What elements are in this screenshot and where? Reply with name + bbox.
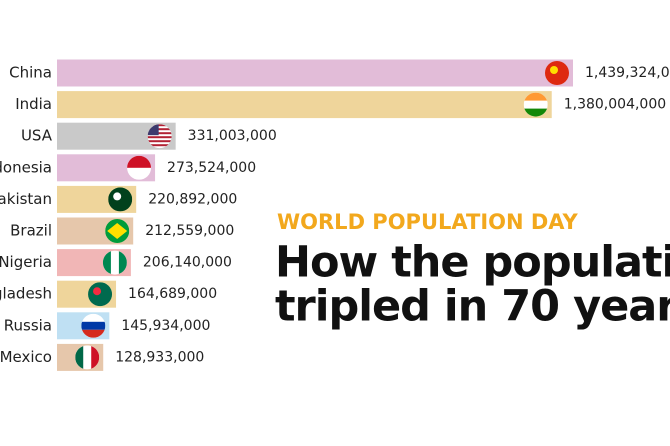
category-label: Mexico [0, 348, 52, 366]
value-label: 206,140,000 [143, 255, 232, 271]
flag [108, 187, 133, 212]
category-label: India [15, 95, 52, 113]
flag [88, 282, 113, 307]
value-label: 220,892,000 [148, 191, 237, 207]
flag-icon [108, 187, 133, 212]
flag-icon [88, 282, 113, 307]
flag-stripe [147, 136, 172, 139]
flag-icon [127, 155, 152, 180]
value-label: 128,933,000 [115, 349, 204, 365]
flag-band [91, 345, 100, 370]
value-label: 273,524,000 [167, 160, 256, 176]
flag-emblem [550, 66, 558, 74]
flag-band [127, 155, 152, 168]
flag-icon [105, 219, 130, 243]
flag-band [523, 108, 548, 117]
flag-stripe [147, 124, 172, 127]
bar [57, 59, 573, 87]
value-label: 164,689,000 [128, 286, 217, 302]
flag [523, 92, 548, 117]
flag-icon [545, 61, 569, 85]
category-label: Bangladesh [0, 285, 52, 303]
flag [147, 124, 172, 149]
flag-stripe [147, 144, 172, 147]
flag-emblem [113, 192, 122, 201]
flag-band [523, 92, 548, 101]
category-label: Russia [4, 316, 52, 334]
flag [127, 155, 152, 180]
value-label: 212,559,000 [145, 223, 234, 239]
flag-icon [81, 313, 106, 338]
flag-bg [88, 282, 113, 307]
flag-icon [523, 92, 548, 117]
flag-band [81, 321, 106, 330]
flag-canton [147, 124, 159, 136]
flag-bg [545, 61, 569, 85]
flag [102, 250, 127, 275]
value-label: 331,003,000 [188, 128, 277, 144]
flag-diamond [107, 223, 128, 239]
value-label: 1,439,324,000 [585, 65, 670, 81]
flag-band [118, 250, 127, 275]
kicker: WORLD POPULATION DAY [277, 210, 579, 234]
flag [105, 219, 130, 243]
category-label: USA [21, 127, 53, 145]
category-label: China [9, 64, 52, 82]
flag [75, 345, 100, 370]
flag-stripe [147, 132, 172, 135]
headline: tripled in 70 years [275, 282, 670, 332]
bar [57, 91, 552, 119]
flag-bg [108, 187, 133, 212]
flag-stripe [147, 128, 172, 131]
value-label: 1,380,004,000 [564, 97, 666, 113]
flag-emblem [93, 287, 102, 296]
category-label: Pakistan [0, 190, 52, 208]
category-label: Indonesia [0, 158, 52, 176]
flag-stripe [147, 140, 172, 143]
headline: How the population [275, 238, 670, 288]
flag-band [81, 329, 106, 338]
category-label: Brazil [10, 222, 52, 240]
flag-icon [75, 345, 100, 370]
flag [81, 313, 106, 338]
flag-icon [147, 124, 172, 149]
category-label: Nigeria [0, 253, 52, 271]
flag-icon [102, 250, 127, 275]
value-label: 145,934,000 [121, 318, 210, 334]
flag-band [75, 345, 84, 370]
flag [545, 61, 569, 85]
flag-band [102, 250, 111, 275]
